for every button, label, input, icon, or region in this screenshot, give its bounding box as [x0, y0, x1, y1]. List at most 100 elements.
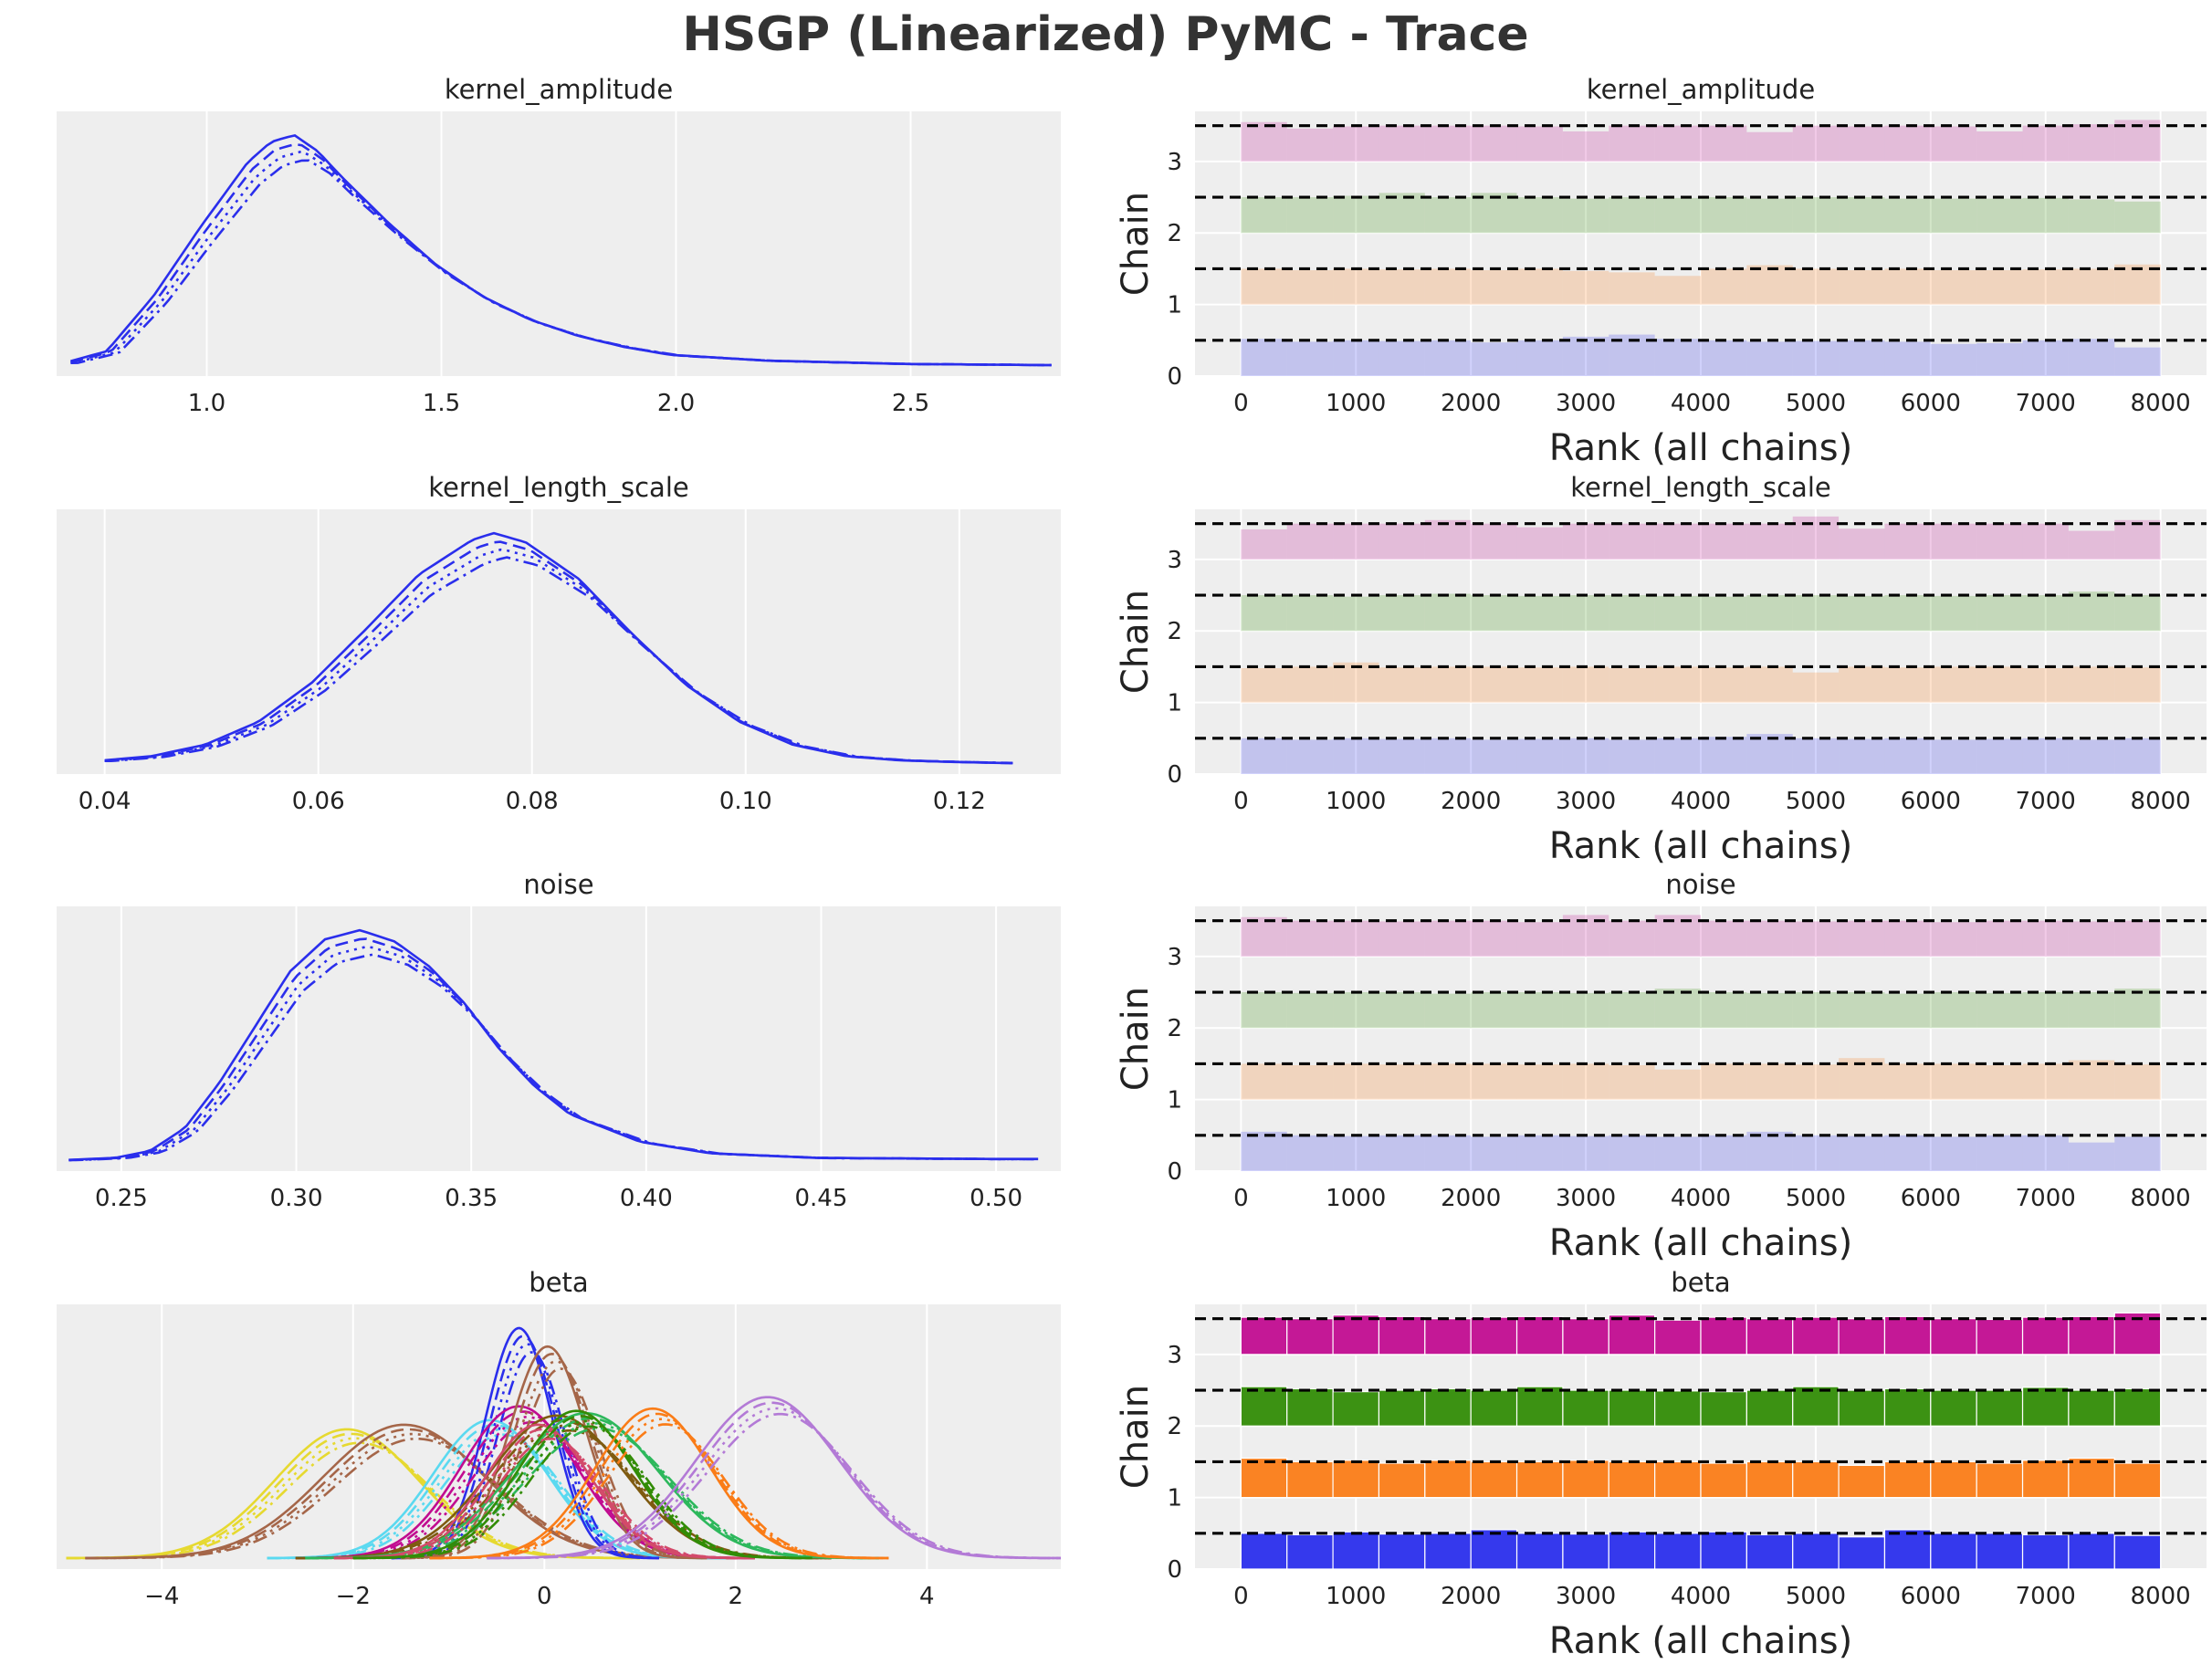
rank-bar-chain-0 — [1515, 1533, 1564, 1570]
rank-bar-chain-0 — [2021, 1533, 2070, 1570]
rank-panel-1: 0 1000 2000 3000 4000 5000 6000 7000 8000 0 1 2 3 ker… — [1115, 74, 2207, 469]
x-tick-label: 0 — [1233, 788, 1249, 815]
rank-bar-chain-0 — [1700, 1531, 1747, 1570]
rank-bar-chain-3 — [1884, 523, 1931, 560]
panel-title: beta — [529, 1267, 588, 1298]
rank-bar-chain-0 — [1930, 1533, 1977, 1570]
rank-bar-chain-0 — [1562, 1135, 1609, 1171]
y-tick-label: 1 — [1167, 292, 1182, 319]
rank-bar-chain-1 — [1930, 1460, 1977, 1499]
rank-bar-chain-1 — [1792, 268, 1840, 305]
rank-bar-chain-1 — [2022, 668, 2069, 703]
rank-bar-chain-1 — [1976, 270, 2023, 305]
y-axis-label: Chain — [1115, 192, 1157, 296]
kde-curve-0-chain-2 — [68, 945, 1039, 1162]
rank-bar-chain-2 — [1240, 1386, 1288, 1427]
rank-bar-chain-2 — [1792, 992, 1840, 1029]
rank-bar-chain-2 — [1839, 992, 1885, 1029]
rank-bar-chain-1 — [1746, 666, 1793, 703]
rank-bar-chain-1 — [1701, 268, 1747, 305]
rank-bar-chain-0 — [1839, 1135, 1885, 1171]
x-tick-label: 2000 — [1441, 1185, 1501, 1212]
rank-bar-chain-2 — [2113, 1387, 2162, 1427]
rank-bar-chain-3 — [1839, 126, 1885, 162]
rank-bar-chain-2 — [1241, 197, 1287, 234]
rank-bar-chain-3 — [1792, 516, 1840, 560]
rank-bar-chain-2 — [1839, 595, 1885, 632]
panel-title: noise — [523, 869, 593, 900]
rank-bar-chain-0 — [1516, 340, 1563, 376]
rank-bar-chain-3 — [1424, 1318, 1472, 1355]
rank-bar-chain-3 — [1241, 916, 1287, 957]
rank-bar-chain-0 — [1792, 1533, 1840, 1570]
rank-bar-chain-1 — [2114, 667, 2161, 703]
rank-bar-chain-1 — [2068, 1457, 2115, 1499]
rank-bar-chain-1 — [1240, 1457, 1288, 1499]
x-axis-label: Rank (all chains) — [1549, 1222, 1852, 1264]
x-tick-label: 0 — [1233, 1185, 1249, 1212]
kde-panel-3: 0.25 0.30 0.35 0.40 0.45 0.50 noise — [57, 869, 1061, 1212]
rank-bar-chain-1 — [2068, 1060, 2115, 1100]
x-tick-label: 0.35 — [445, 1185, 498, 1212]
rank-bar-chain-2 — [1701, 596, 1747, 632]
rank-bar-chain-2 — [1792, 197, 1840, 234]
panel-title: kernel_amplitude — [445, 74, 673, 105]
rank-bar-chain-3 — [1424, 125, 1472, 162]
rank-bar-chain-0 — [1286, 1533, 1334, 1570]
rank-bar-chain-2 — [1884, 595, 1931, 632]
x-tick-label: 0.04 — [79, 788, 131, 815]
rank-bar-chain-0 — [1701, 1135, 1747, 1171]
y-tick-label: 3 — [1167, 944, 1182, 971]
rank-bar-chain-0 — [1930, 739, 1977, 774]
rank-bar-chain-2 — [1562, 595, 1609, 632]
rank-bar-chain-3 — [1792, 1316, 1840, 1355]
rank-bar-chain-1 — [1930, 270, 1977, 305]
rank-bar-chain-2 — [2022, 197, 2069, 234]
rank-bar-chain-3 — [1609, 523, 1655, 560]
x-tick-label: 0.08 — [506, 788, 559, 815]
kde-curve-0-chain-3 — [70, 159, 1052, 367]
rank-bar-chain-1 — [1608, 1460, 1656, 1499]
y-tick-label: 0 — [1167, 1158, 1182, 1186]
rank-bar-chain-1 — [1471, 270, 1517, 305]
rank-bar-chain-2 — [1883, 1387, 1932, 1427]
rank-bar-chain-0 — [2114, 1136, 2161, 1171]
rank-bar-chain-2 — [1654, 1390, 1702, 1427]
rank-bar-chain-1 — [1332, 1460, 1380, 1499]
rank-bar-chain-2 — [2114, 989, 2161, 1029]
rank-bar-chain-2 — [1286, 1387, 1334, 1427]
rank-bar-chain-3 — [1333, 920, 1379, 957]
rank-bar-chain-3 — [1516, 922, 1563, 957]
x-tick-label: 8000 — [2131, 1583, 2191, 1610]
rank-bar-chain-1 — [1333, 268, 1379, 305]
rank-bar-chain-2 — [1424, 1387, 1472, 1427]
kde-curve-3-chain-3 — [391, 1351, 659, 1560]
rank-bar-chain-3 — [1930, 126, 1977, 162]
rank-bar-chain-2 — [2068, 1389, 2115, 1427]
y-tick-label: 3 — [1167, 1342, 1182, 1369]
rank-bar-chain-2 — [2022, 595, 2069, 632]
x-tick-label: 7000 — [2016, 788, 2076, 815]
rank-bar-chain-1 — [2114, 1064, 2161, 1100]
rank-bar-chain-3 — [1930, 1318, 1977, 1355]
rank-bar-chain-2 — [1516, 992, 1563, 1029]
rank-bar-chain-1 — [2022, 1063, 2069, 1100]
rank-bar-chain-3 — [1471, 523, 1517, 560]
rank-bar-chain-0 — [1562, 336, 1609, 376]
rank-bar-chain-2 — [1471, 992, 1517, 1029]
rank-bar-chain-3 — [1654, 523, 1701, 560]
rank-bar-chain-1 — [1883, 1460, 1932, 1499]
rank-bar-chain-2 — [1609, 992, 1655, 1029]
rank-bar-chain-3 — [1240, 1316, 1288, 1355]
rank-bar-chain-3 — [1654, 125, 1701, 162]
kde-curve-9-chain-3 — [352, 1425, 812, 1560]
y-tick-label: 0 — [1167, 761, 1182, 789]
rank-bar-chain-2 — [1333, 596, 1379, 632]
rank-bar-chain-2 — [1241, 595, 1287, 632]
x-tick-label: 4000 — [1671, 1583, 1731, 1610]
rank-bar-chain-0 — [1471, 739, 1517, 774]
rank-bar-chain-2 — [1424, 197, 1472, 234]
rank-bar-chain-3 — [1471, 920, 1517, 957]
rank-bar-chain-0 — [1654, 1533, 1702, 1570]
